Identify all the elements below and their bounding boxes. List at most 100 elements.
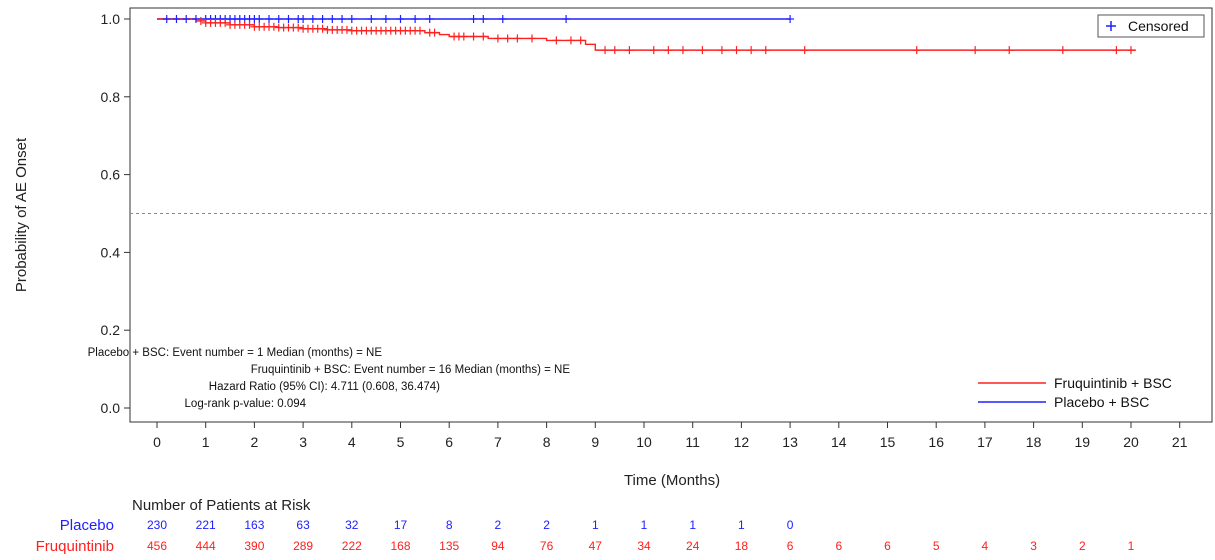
series-legend: Fruquintinib + BSC Placebo + BSC	[978, 375, 1172, 410]
risk-count: 163	[244, 518, 264, 532]
censor-mark-fruquintinib	[294, 23, 303, 32]
risk-count: 135	[439, 539, 459, 553]
risk-count: 2	[1079, 539, 1086, 553]
censor-mark-fruquintinib	[527, 34, 536, 43]
censor-mark-placebo	[274, 15, 283, 23]
censor-mark-fruquintinib	[576, 36, 585, 45]
risk-count: 94	[491, 539, 505, 553]
risk-count: 1	[592, 518, 599, 532]
censor-mark-fruquintinib	[493, 34, 502, 43]
survival-curves	[157, 18, 1136, 51]
y-tick-label: 0.6	[101, 167, 121, 183]
censor-mark-fruquintinib	[1058, 46, 1067, 55]
censor-mark-fruquintinib	[479, 32, 488, 41]
censor-mark-placebo	[562, 15, 571, 23]
censor-mark-fruquintinib	[717, 46, 726, 55]
censor-mark-placebo	[479, 15, 488, 23]
censor-mark-fruquintinib	[469, 32, 478, 41]
censored-legend-box	[1097, 14, 1205, 38]
x-tick-label: 6	[445, 434, 453, 450]
plot-area	[129, 7, 1213, 423]
x-tick-label: 12	[734, 434, 750, 450]
x-tick-label: 18	[1026, 434, 1042, 450]
y-axis: 0.0 0.2 0.4 0.6 0.8 1.0	[101, 11, 130, 416]
censor-mark-fruquintinib	[459, 32, 468, 41]
censor-mark-fruquintinib	[732, 46, 741, 55]
censor-mark-placebo	[338, 15, 347, 23]
x-tick-label: 20	[1123, 434, 1139, 450]
risk-count: 8	[446, 518, 453, 532]
risk-table-title: Number of Patients at Risk	[132, 497, 311, 514]
risk-count: 0	[787, 518, 794, 532]
curve-fruquintinib	[157, 18, 1136, 51]
x-tick-label: 14	[831, 434, 847, 450]
risk-row-placebo: 230 221 163 63 32 17 8 2 2 1 1 1 1 0	[147, 518, 794, 532]
censor-mark-placebo	[182, 15, 191, 23]
censor-mark-placebo	[308, 15, 317, 23]
censor-mark-placebo	[411, 15, 420, 23]
censor-mark-fruquintinib	[610, 46, 619, 55]
annotation-fruquintinib: Fruquintinib + BSC: Event number = 16 Me…	[251, 364, 571, 376]
censor-mark-fruquintinib	[513, 34, 522, 43]
censor-mark-placebo	[162, 15, 171, 23]
censor-mark-placebo	[425, 15, 434, 23]
censor-mark-fruquintinib	[1005, 46, 1014, 55]
censor-mark-placebo	[265, 15, 274, 23]
x-tick-label: 21	[1172, 434, 1188, 450]
censor-mark-fruquintinib	[552, 36, 561, 45]
y-tick-label: 0.4	[101, 244, 121, 260]
censor-mark-placebo	[172, 15, 181, 23]
risk-count: 3	[1030, 539, 1037, 553]
censor-mark-placebo	[328, 15, 337, 23]
censor-mark-placebo	[318, 15, 327, 23]
risk-count: 17	[394, 518, 408, 532]
risk-count: 4	[982, 539, 989, 553]
censor-mark-fruquintinib	[196, 16, 205, 25]
stats-annotation: Placebo + BSC: Event number = 1 Median (…	[88, 347, 571, 410]
censor-mark-fruquintinib	[664, 46, 673, 55]
censor-mark-placebo	[299, 15, 308, 23]
censor-mark-fruquintinib	[269, 22, 278, 31]
censor-mark-placebo	[191, 15, 200, 23]
censor-mark-fruquintinib	[415, 26, 424, 35]
annotation-hazard-ratio: Hazard Ratio (95% CI): 4.711 (0.608, 36.…	[209, 381, 440, 393]
x-tick-label: 15	[880, 434, 896, 450]
risk-count: 289	[293, 539, 313, 553]
risk-count: 230	[147, 518, 167, 532]
risk-count: 2	[495, 518, 502, 532]
risk-count: 6	[787, 539, 794, 553]
risk-count: 444	[196, 539, 216, 553]
x-axis-title: Time (Months)	[624, 472, 720, 489]
censor-mark-fruquintinib	[1127, 46, 1135, 55]
censored-legend: Censored	[1097, 14, 1205, 38]
censor-mark-fruquintinib	[912, 46, 921, 55]
censor-mark-fruquintinib	[601, 46, 610, 55]
risk-count: 24	[686, 539, 700, 553]
risk-count: 63	[296, 518, 310, 532]
legend-label-placebo: Placebo + BSC	[1054, 394, 1149, 410]
x-tick-label: 19	[1075, 434, 1091, 450]
censor-mark-fruquintinib	[678, 46, 687, 55]
y-tick-label: 1.0	[101, 11, 121, 27]
censor-mark-fruquintinib	[800, 46, 809, 55]
censor-mark-fruquintinib	[318, 24, 327, 33]
censor-mark-fruquintinib	[625, 46, 634, 55]
risk-count: 1	[641, 518, 648, 532]
risk-count: 32	[345, 518, 359, 532]
risk-count: 47	[589, 539, 603, 553]
censor-mark-fruquintinib	[245, 20, 254, 29]
annotation-placebo: Placebo + BSC: Event number = 1 Median (…	[88, 347, 383, 359]
risk-count: 1	[1128, 539, 1135, 553]
x-tick-label: 4	[348, 434, 356, 450]
x-tick-label: 3	[299, 434, 307, 450]
censor-mark-placebo	[367, 15, 376, 23]
censor-mark-fruquintinib	[698, 46, 707, 55]
censor-mark-fruquintinib	[761, 46, 770, 55]
risk-count: 34	[637, 539, 651, 553]
x-tick-label: 16	[928, 434, 944, 450]
legend-label-fruquintinib: Fruquintinib + BSC	[1054, 375, 1172, 391]
x-tick-label: 9	[591, 434, 599, 450]
risk-count: 76	[540, 539, 554, 553]
risk-label-fruquintinib: Fruquintinib	[36, 538, 114, 555]
